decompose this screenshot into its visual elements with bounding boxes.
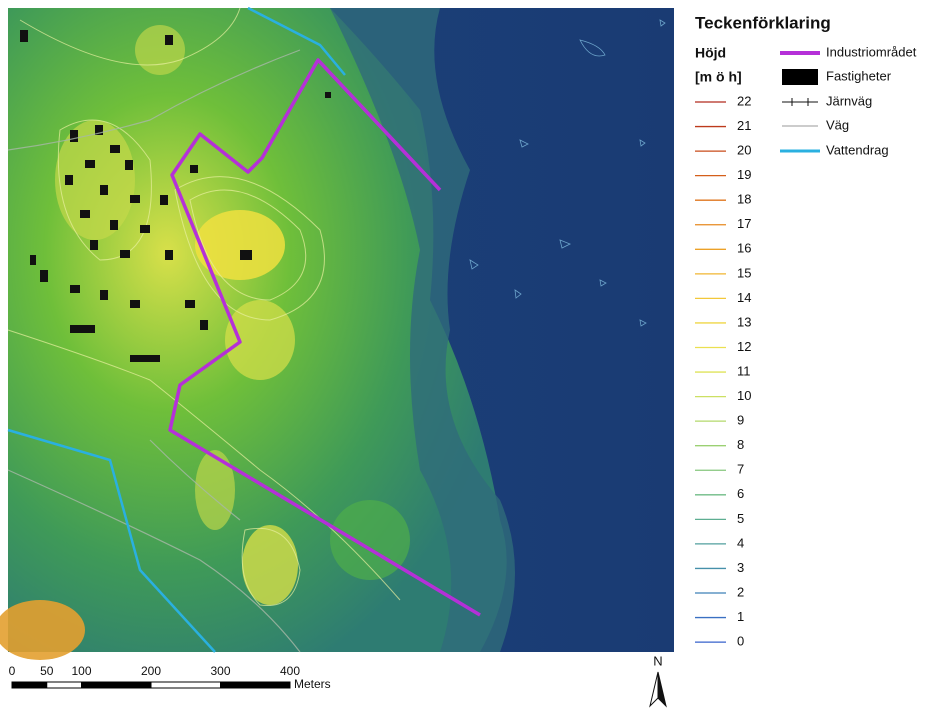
legend-item: Järnväg (826, 93, 872, 108)
scale-segment (220, 681, 291, 689)
rail-symbol (782, 98, 818, 106)
height-label: 21 (737, 118, 751, 133)
height-label: 18 (737, 192, 751, 207)
north-arrow: N (649, 653, 667, 708)
scale-label: 300 (210, 664, 230, 678)
property-symbol (782, 69, 818, 85)
scale-segment (81, 681, 152, 689)
height-label: 11 (737, 363, 751, 378)
legend-item: Vattendrag (826, 142, 889, 157)
height-label: 4 (737, 535, 744, 550)
height-label: 3 (737, 560, 744, 575)
height-label: 2 (737, 584, 744, 599)
height-label: 13 (737, 314, 751, 329)
height-label: 22 (737, 93, 751, 108)
scale-segment (150, 681, 221, 689)
map (0, 6, 674, 660)
height-label: 0 (737, 634, 744, 649)
height-label: 6 (737, 486, 744, 501)
height-label: 8 (737, 437, 744, 452)
scale-label: 0 (9, 664, 16, 678)
height-label: 14 (737, 290, 751, 305)
height-title: Höjd (695, 45, 726, 61)
scale-unit: Meters (294, 677, 331, 691)
height-label: 5 (737, 511, 744, 526)
height-label: 17 (737, 216, 751, 231)
height-unit: [m ö h] (695, 69, 742, 85)
legend: Teckenförklaring Höjd [m ö h] 2221201918… (695, 13, 917, 649)
legend-item: Väg (826, 117, 849, 132)
scale-label: 100 (71, 664, 91, 678)
height-label: 7 (737, 462, 744, 477)
scale-segment (11, 681, 48, 689)
scale-label: 400 (280, 664, 300, 678)
scale-segment (46, 681, 82, 689)
height-label: 12 (737, 339, 751, 354)
height-label: 15 (737, 265, 751, 280)
height-label: 16 (737, 241, 751, 256)
scale-label: 50 (40, 664, 54, 678)
height-label: 19 (737, 167, 751, 182)
north-label: N (653, 653, 662, 668)
height-label: 9 (737, 413, 744, 428)
legend-item: Fastigheter (826, 68, 892, 83)
legend-item: Industriområdet (826, 44, 917, 59)
height-label: 20 (737, 143, 751, 158)
height-label: 10 (737, 388, 751, 403)
scale-label: 200 (141, 664, 161, 678)
height-label: 1 (737, 609, 744, 624)
legend-title: Teckenförklaring (695, 13, 831, 32)
